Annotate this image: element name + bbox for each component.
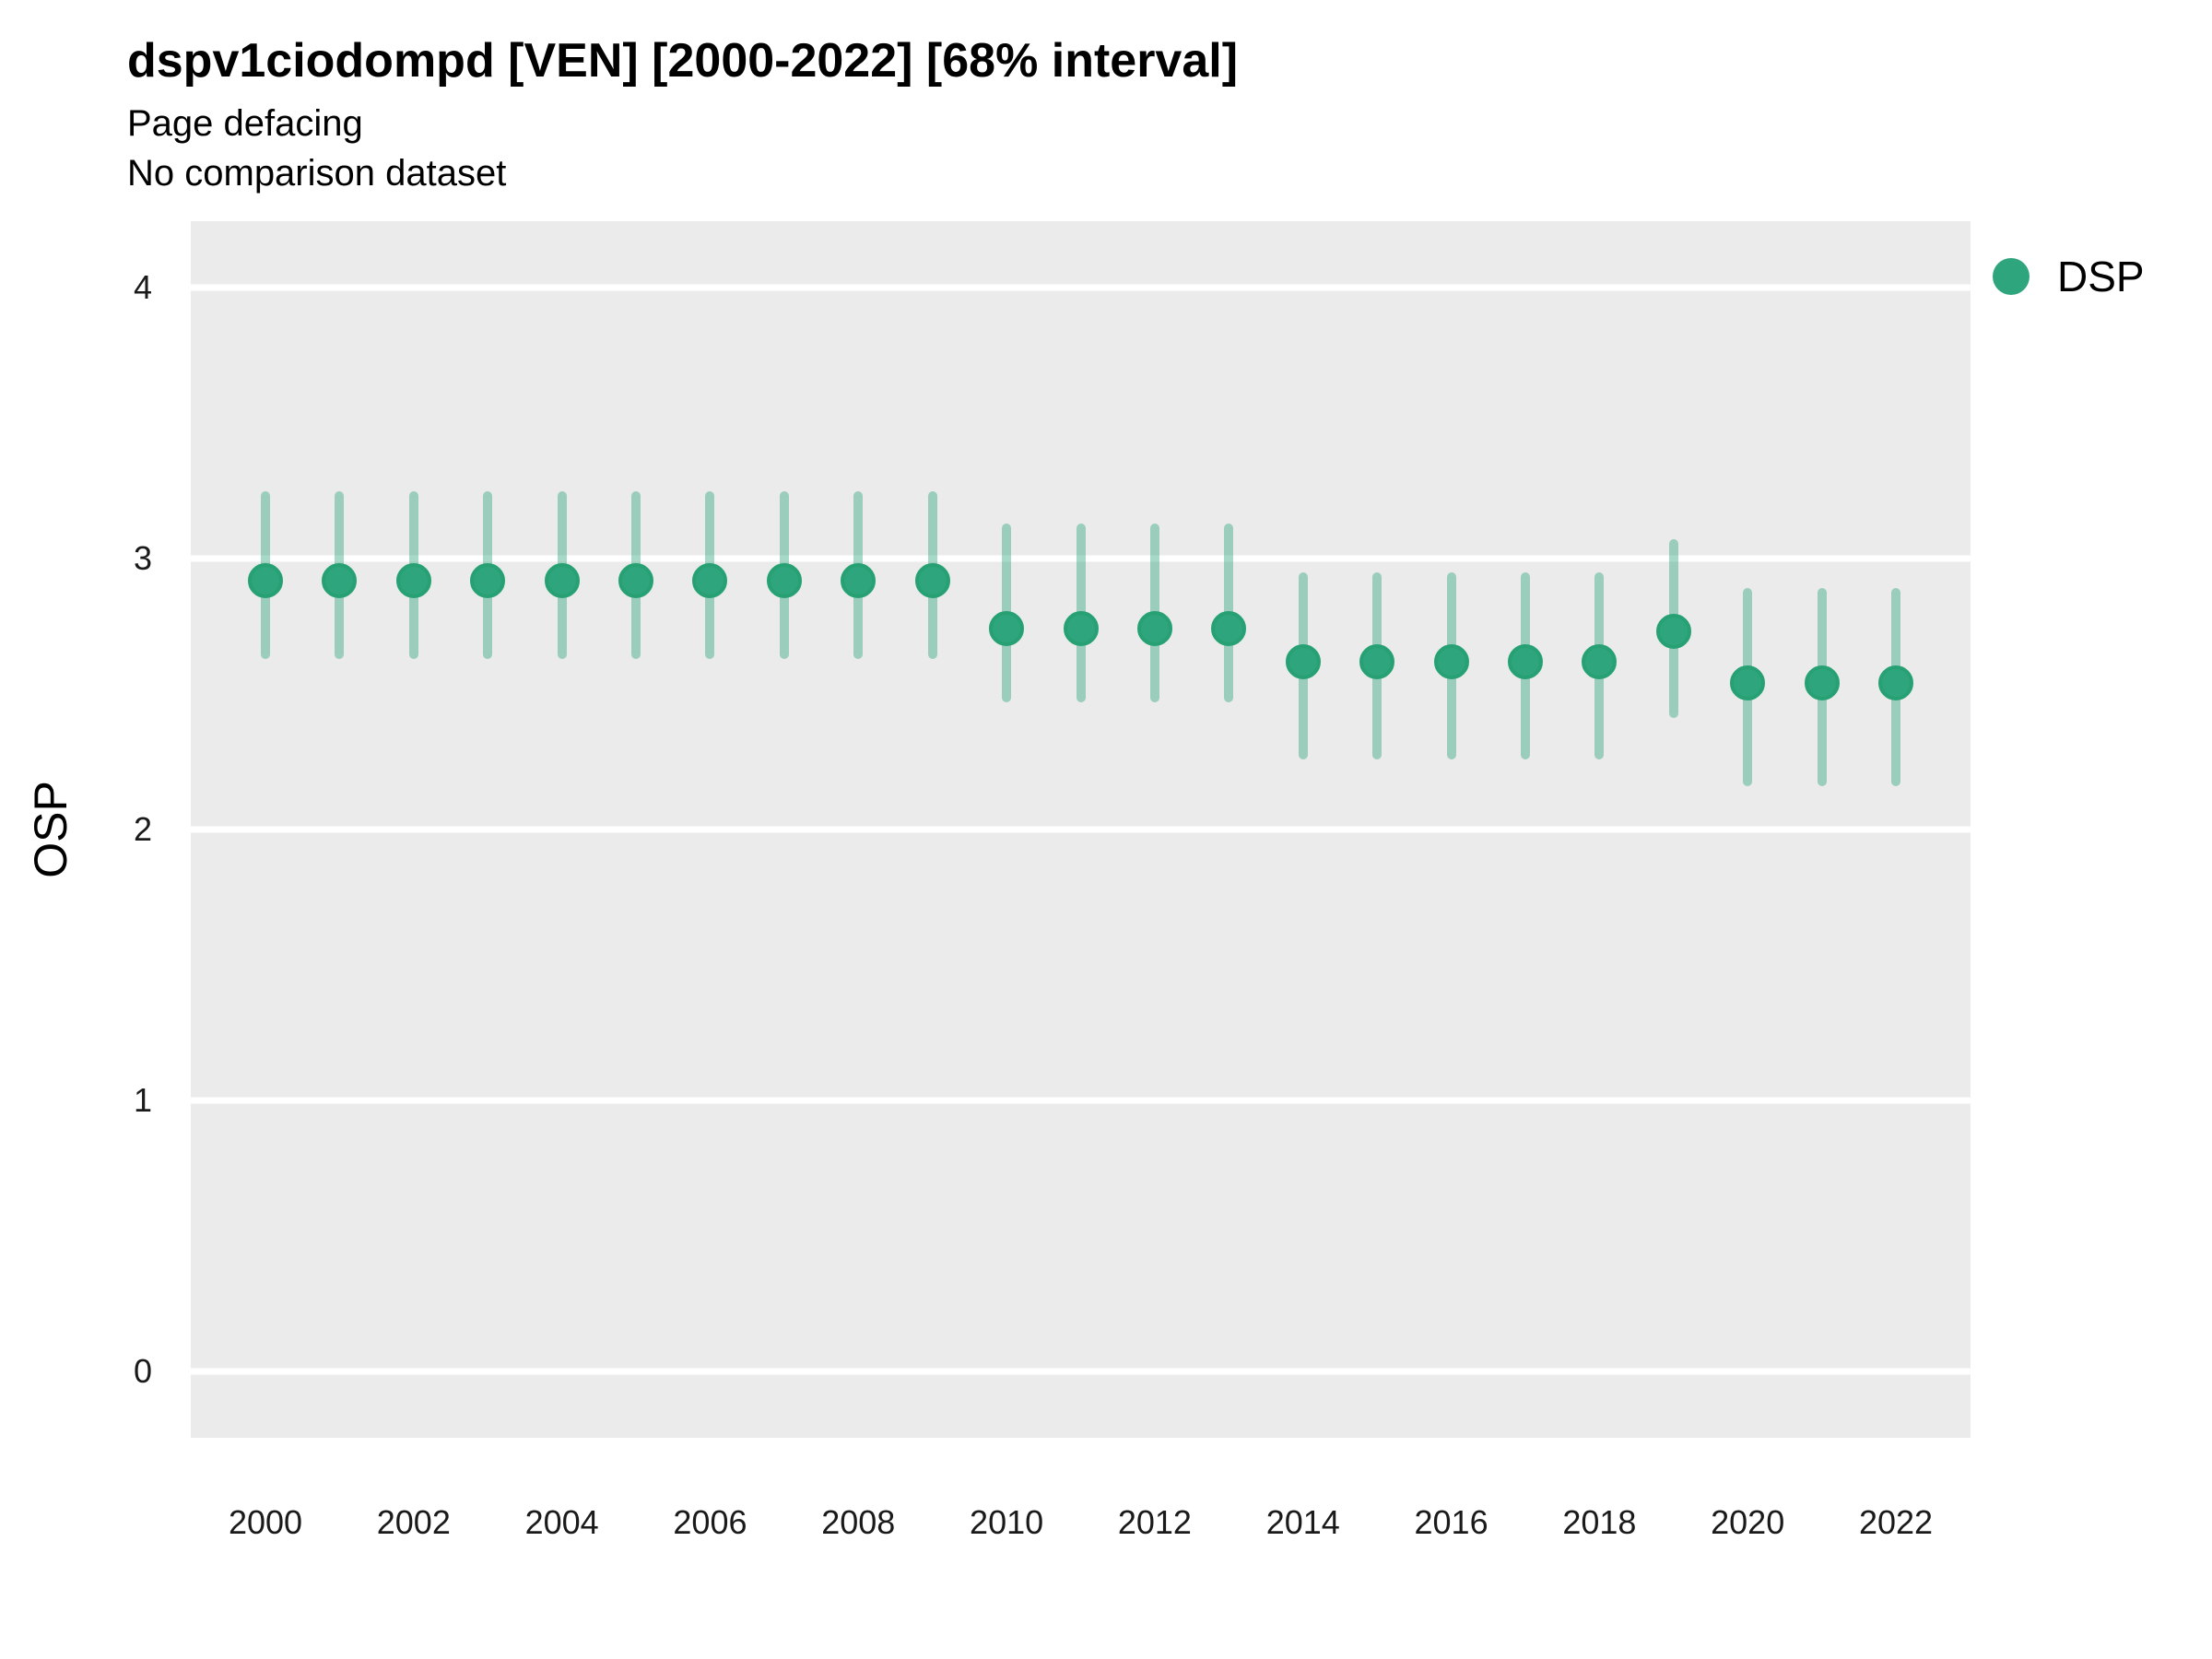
data-point-2008 <box>841 562 877 598</box>
gridline-y-0 <box>191 1368 1971 1375</box>
y-tick-label: 1 <box>133 1081 152 1119</box>
y-tick-label: 0 <box>133 1352 152 1390</box>
data-point-2021 <box>1804 665 1840 701</box>
x-tick-label: 2008 <box>821 1503 896 1541</box>
x-tick-label: 2002 <box>376 1503 451 1541</box>
x-tick-label: 2022 <box>1858 1503 1934 1541</box>
data-point-2001 <box>322 562 358 598</box>
data-point-2018 <box>1582 643 1618 679</box>
gridline-y-4 <box>191 284 1971 291</box>
data-point-2012 <box>1136 611 1172 647</box>
y-tick-label: 3 <box>133 539 152 577</box>
data-point-2020 <box>1730 665 1766 701</box>
plot-panel <box>191 221 1971 1438</box>
x-tick-label: 2000 <box>228 1503 303 1541</box>
gridline-y-1 <box>191 1097 1971 1104</box>
legend-point-icon <box>1993 258 2030 295</box>
chart-title: dspv1ciodompd [VEN] [2000-2022] [68% int… <box>127 34 1239 88</box>
data-point-2003 <box>470 562 506 598</box>
x-tick-label: 2020 <box>1711 1503 1785 1541</box>
gridline-y-2 <box>191 826 1971 833</box>
data-point-2010 <box>989 611 1025 647</box>
x-tick-label: 2016 <box>1414 1503 1488 1541</box>
data-point-2000 <box>248 562 283 598</box>
data-point-2022 <box>1878 665 1914 701</box>
y-tick-label: 2 <box>133 810 152 848</box>
comparison-note: No comparison dataset <box>127 153 507 194</box>
legend: DSP <box>1991 253 2203 300</box>
x-tick-label: 2004 <box>524 1503 599 1541</box>
data-point-2013 <box>1211 611 1247 647</box>
data-point-2009 <box>914 562 950 598</box>
data-point-2007 <box>766 562 802 598</box>
data-point-2019 <box>1655 614 1691 650</box>
legend-item-label: DSP <box>2057 253 2145 300</box>
data-point-2004 <box>544 562 580 598</box>
x-tick-label: 2010 <box>970 1503 1044 1541</box>
data-point-2014 <box>1285 643 1321 679</box>
x-tick-label: 2012 <box>1117 1503 1192 1541</box>
chart-subtitle: Page defacing <box>127 103 363 144</box>
x-tick-label: 2014 <box>1265 1503 1340 1541</box>
gridline-y-3 <box>191 555 1971 562</box>
y-tick-label: 4 <box>133 268 152 306</box>
data-point-2015 <box>1359 643 1395 679</box>
data-point-2006 <box>692 562 728 598</box>
data-point-2017 <box>1507 643 1543 679</box>
data-point-2016 <box>1433 643 1469 679</box>
x-tick-label: 2018 <box>1562 1503 1637 1541</box>
data-point-2011 <box>1063 611 1099 647</box>
data-point-2005 <box>618 562 654 598</box>
data-point-2002 <box>395 562 431 598</box>
x-tick-label: 2006 <box>673 1503 747 1541</box>
